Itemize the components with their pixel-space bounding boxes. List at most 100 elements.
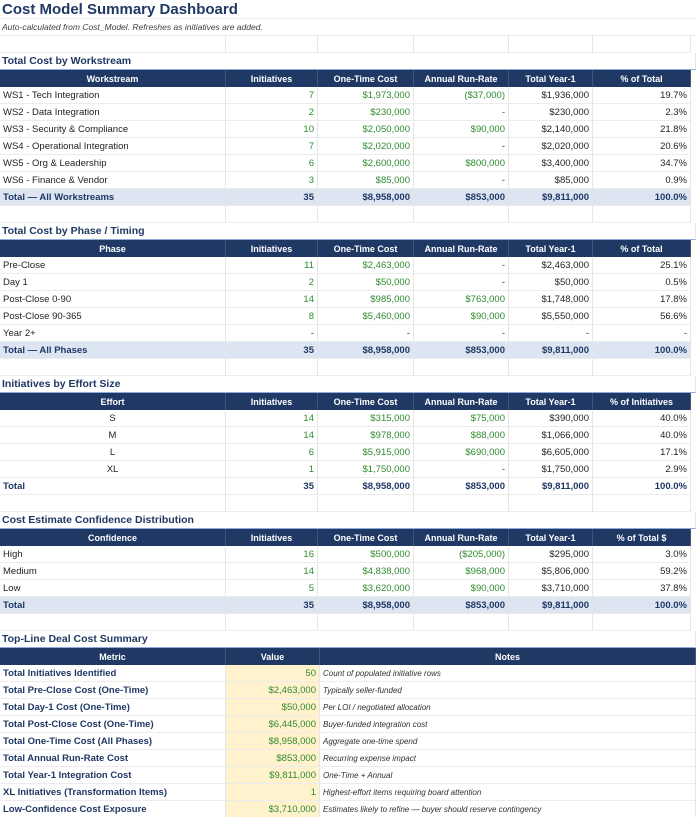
workstream-cell-onetime: $85,000	[318, 172, 414, 189]
workstream-cell-year1: $1,936,000	[509, 87, 593, 104]
effort-table-row: XL 1 $1,750,000- $1,750,000 2.9%	[0, 461, 696, 478]
workstream-cell-init: 7	[226, 87, 318, 104]
workstream-cell-init: 2	[226, 104, 318, 121]
workstream-cell-year1: $85,000	[509, 172, 593, 189]
confidence-total-onetime: $8,958,000	[318, 597, 414, 614]
summary-note: Aggregate one-time spend	[320, 733, 696, 750]
phase-cell-year1: -	[509, 325, 593, 342]
confidence-header-5: % of Total $	[593, 529, 691, 546]
subtitle-row: Auto-calculated from Cost_Model. Refresh…	[0, 19, 696, 36]
summary-metric: Total Pre-Close Cost (One-Time)	[0, 682, 226, 699]
workstream-cell-onetime: $2,020,000	[318, 138, 414, 155]
effort-table-row: S 14 $315,000 $75,000 $390,000 40.0%	[0, 410, 696, 427]
effort-header-2: One-Time Cost	[318, 393, 414, 410]
workstream-header-0: Workstream	[0, 70, 226, 87]
workstream-section-title: Total Cost by Workstream	[0, 53, 696, 70]
summary-table-row: Total One-Time Cost (All Phases) $8,958,0…	[0, 733, 696, 750]
effort-cell-year1: $390,000	[509, 410, 593, 427]
effort-cell-pct: 40.0%	[593, 427, 691, 444]
phase-cell-pct: 0.5%	[593, 274, 691, 291]
effort-header-4: Total Year-1	[509, 393, 593, 410]
confidence-table-row: Medium 14 $4,838,000 $968,000 $5,806,000 59.2…	[0, 563, 696, 580]
workstream-table-row: WS6 - Finance & Vendor 3 $85,000- $85,000 0.…	[0, 172, 696, 189]
effort-header-0: Effort	[0, 393, 226, 410]
summary-metric: Total Initiatives Identified	[0, 665, 226, 682]
workstream-cell-name: WS5 - Org & Leadership	[0, 155, 226, 172]
phase-cell-init: -	[226, 325, 318, 342]
confidence-cell-onetime: $4,838,000	[318, 563, 414, 580]
workstream-total-name: Total — All Workstreams	[0, 189, 226, 206]
phase-cell-runrate: -	[414, 274, 509, 291]
confidence-cell-pct: 3.0%	[593, 546, 691, 563]
phase-section-title: Total Cost by Phase / Timing	[0, 223, 696, 240]
summary-note: Estimates likely to refine — buyer shoul…	[320, 801, 696, 817]
confidence-total-runrate: $853,000	[414, 597, 509, 614]
effort-cell-name: L	[0, 444, 226, 461]
workstream-header-5: % of Total	[593, 70, 691, 87]
phase-cell-init: 11	[226, 257, 318, 274]
workstream-cell-pct: 20.6%	[593, 138, 691, 155]
phase-header-0: Phase	[0, 240, 226, 257]
summary-value: 1	[226, 784, 320, 801]
effort-section-title-row: Initiatives by Effort Size	[0, 376, 696, 393]
effort-cell-onetime: $5,915,000	[318, 444, 414, 461]
phase-section-title-row: Total Cost by Phase / Timing	[0, 223, 696, 240]
phase-cell-onetime: -	[318, 325, 414, 342]
confidence-cell-year1: $5,806,000	[509, 563, 593, 580]
effort-cell-pct: 17.1%	[593, 444, 691, 461]
spacer-row	[0, 206, 696, 223]
effort-cell-year1: $1,750,000	[509, 461, 593, 478]
phase-header-2: One-Time Cost	[318, 240, 414, 257]
phase-cell-pct: 56.6%	[593, 308, 691, 325]
workstream-cell-init: 3	[226, 172, 318, 189]
summary-note: Highest-effort items requiring board att…	[320, 784, 696, 801]
title-row: Cost Model Summary Dashboard	[0, 0, 696, 19]
page-subtitle: Auto-calculated from Cost_Model. Refresh…	[0, 19, 696, 36]
workstream-table-row: WS3 - Security & Compliance 10 $2,050,000 $…	[0, 121, 696, 138]
phase-cell-init: 14	[226, 291, 318, 308]
phase-cell-name: Day 1	[0, 274, 226, 291]
workstream-cell-pct: 2.3%	[593, 104, 691, 121]
phase-table-row: Post-Close 90-365 8 $5,460,000 $90,000 $5,55…	[0, 308, 696, 325]
summary-metric: XL Initiatives (Transformation Items)	[0, 784, 226, 801]
effort-total-runrate: $853,000	[414, 478, 509, 495]
confidence-cell-init: 5	[226, 580, 318, 597]
summary-value: $8,958,000	[226, 733, 320, 750]
effort-cell-pct: 40.0%	[593, 410, 691, 427]
summary-note: Count of populated initiative rows	[320, 665, 696, 682]
spacer-row	[0, 495, 696, 512]
workstream-total-year1: $9,811,000	[509, 189, 593, 206]
workstream-cell-runrate: -	[414, 138, 509, 155]
effort-cell-init: 6	[226, 444, 318, 461]
effort-cell-init: 14	[226, 427, 318, 444]
phase-cell-init: 2	[226, 274, 318, 291]
summary-note: One-Time + Annual	[320, 767, 696, 784]
summary-value: $50,000	[226, 699, 320, 716]
phase-total-year1: $9,811,000	[509, 342, 593, 359]
workstream-cell-year1: $230,000	[509, 104, 593, 121]
summary-value: $6,445,000	[226, 716, 320, 733]
confidence-header-3: Annual Run-Rate	[414, 529, 509, 546]
effort-total-onetime: $8,958,000	[318, 478, 414, 495]
spacer-row	[0, 359, 696, 376]
summary-table-row: Total Annual Run-Rate Cost $853,000 Recurr…	[0, 750, 696, 767]
phase-total-row: Total — All Phases 35 $8,958,000 $853,000 $9…	[0, 342, 696, 359]
summary-metric: Low-Confidence Cost Exposure	[0, 801, 226, 817]
workstream-cell-init: 10	[226, 121, 318, 138]
workstream-cell-onetime: $230,000	[318, 104, 414, 121]
phase-table-row: Day 1 2 $50,000- $50,000 0.5%	[0, 274, 696, 291]
confidence-header-1: Initiatives	[226, 529, 318, 546]
workstream-cell-onetime: $1,973,000	[318, 87, 414, 104]
workstream-cell-year1: $2,140,000	[509, 121, 593, 138]
summary-table-row: XL Initiatives (Transformation Items) 1 Hi…	[0, 784, 696, 801]
summary-metric: Total Day-1 Cost (One-Time)	[0, 699, 226, 716]
summary-metric: Total Post-Close Cost (One-Time)	[0, 716, 226, 733]
summary-note: Per LOI / negotiated allocation	[320, 699, 696, 716]
phase-table-row: Post-Close 0-90 14 $985,000 $763,000 $1,748,…	[0, 291, 696, 308]
effort-total-init: 35	[226, 478, 318, 495]
summary-note: Recurring expense impact	[320, 750, 696, 767]
phase-header-4: Total Year-1	[509, 240, 593, 257]
summary-value: $853,000	[226, 750, 320, 767]
summary-header-1: Value	[226, 648, 320, 665]
workstream-cell-name: WS1 - Tech Integration	[0, 87, 226, 104]
